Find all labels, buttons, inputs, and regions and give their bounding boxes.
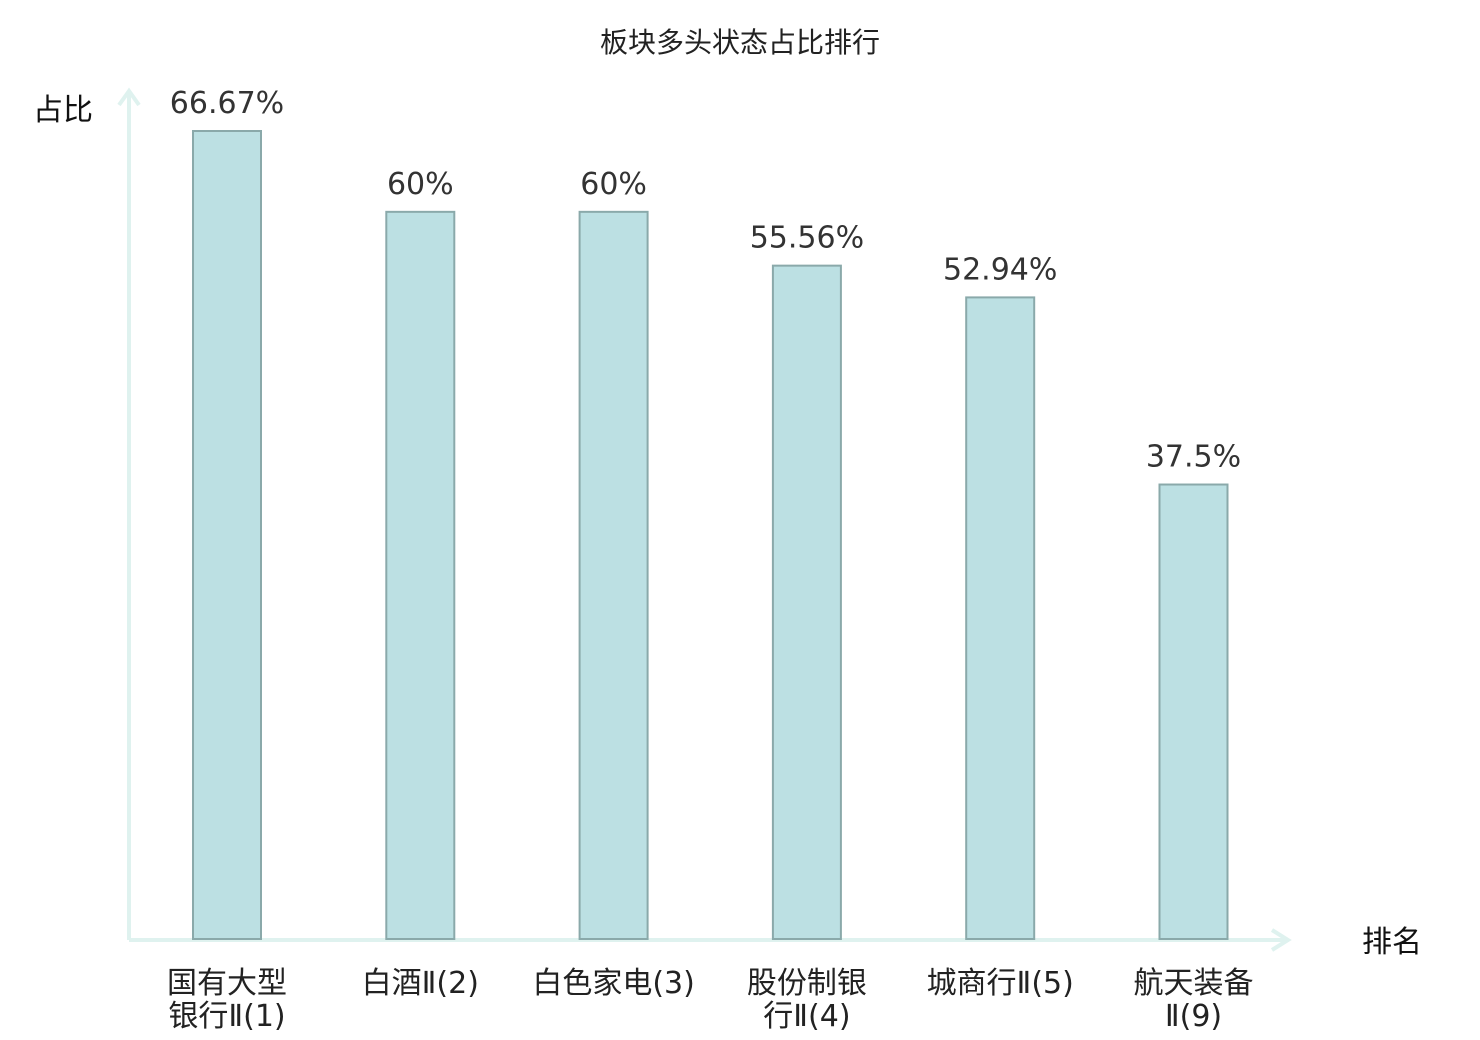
value-label-2: 60% bbox=[387, 167, 454, 202]
category-label-3-line-1: 白色家电(3) bbox=[532, 966, 695, 1001]
value-labels-group: 66.67% 60% 60% 55.56% 52.94% 37.5% bbox=[170, 86, 1241, 475]
category-label-1-line-1: 国有大型 bbox=[167, 966, 287, 1001]
category-label-2-line-1: 白酒Ⅱ(2) bbox=[362, 966, 479, 1001]
bar-1 bbox=[192, 130, 262, 940]
bar-6 bbox=[1158, 483, 1229, 940]
value-label-6: 37.5% bbox=[1146, 440, 1241, 475]
value-label-1: 66.67% bbox=[170, 86, 284, 121]
category-label-6-line-2: Ⅱ(9) bbox=[1165, 999, 1222, 1034]
bar-4 bbox=[771, 264, 842, 940]
bar-3 bbox=[578, 210, 649, 940]
y-axis-arrow bbox=[117, 87, 141, 107]
bars-group bbox=[192, 130, 1229, 940]
value-label-3: 60% bbox=[580, 167, 647, 202]
x-axis-label: 排名 bbox=[1362, 925, 1422, 960]
category-label-4-line-2: 行Ⅱ(4) bbox=[763, 999, 850, 1034]
category-label-1-line-2: 银行Ⅱ(1) bbox=[168, 999, 285, 1034]
value-label-5: 52.94% bbox=[943, 252, 1057, 287]
chart-title: 板块多头状态占比排行 bbox=[600, 26, 880, 59]
bar-5 bbox=[965, 296, 1036, 940]
category-label-5-line-1: 城商行Ⅱ(5) bbox=[927, 966, 1074, 1001]
category-label-6-line-1: 航天装备 bbox=[1134, 966, 1254, 1001]
y-axis-label: 占比 bbox=[33, 93, 93, 128]
category-label-4-line-1: 股份制银 bbox=[747, 966, 867, 1001]
x-axis-arrow bbox=[1270, 928, 1292, 952]
bar-2 bbox=[385, 210, 456, 940]
value-label-4: 55.56% bbox=[750, 221, 864, 256]
